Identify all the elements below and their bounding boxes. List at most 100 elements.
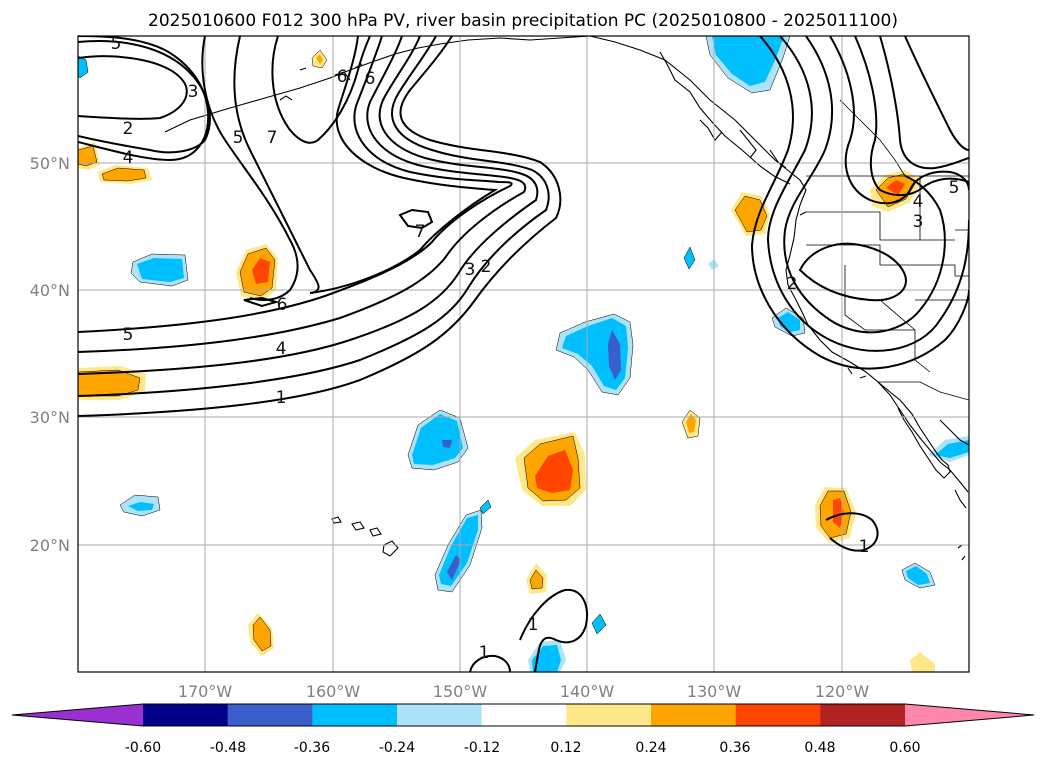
pv-label-17: 1 (479, 643, 490, 663)
precip-core-far-west (128, 502, 154, 511)
pv-contour-2 (78, 36, 550, 397)
pv-contour-east-4 (829, 36, 969, 205)
precip-core-gulf-alaska (712, 36, 784, 86)
precip-inner-west-hawaii (442, 440, 452, 448)
colorbar-bin (397, 704, 483, 726)
x-tick-label: 120°W (815, 682, 870, 701)
pv-contour-1 (78, 36, 562, 417)
pv-contour-4 (78, 36, 527, 353)
x-tick-label: 170°W (178, 682, 233, 701)
precip-core-west-hawaii (412, 414, 463, 465)
coastline-alaska-south (417, 36, 591, 49)
pv-contour-5 (78, 36, 513, 333)
precip-core-far-west-warm-2 (101, 167, 147, 182)
y-axis: 50°N 40°N 30°N 20°N (30, 154, 70, 555)
precip-core-mid-warm (686, 414, 696, 433)
pv-label-1: 3 (188, 82, 199, 102)
x-tick-label: 130°W (687, 682, 742, 701)
x-axis: 170°W 160°W 150°W 140°W 130°W 120°W (178, 682, 870, 701)
pv-contour-far-west-1 (78, 40, 211, 154)
border-states-2 (806, 244, 969, 277)
precip-spot-mid-east-1 (683, 246, 696, 270)
coastline-baja (877, 381, 969, 493)
y-tick-label: 30°N (30, 408, 70, 427)
colorbar-bin (227, 704, 313, 726)
coastline-bc-islands (659, 51, 791, 185)
pv-label-13: 4 (276, 339, 287, 359)
colorbar-outline (11, 703, 1035, 727)
colorbar-tick-label: -0.48 (210, 740, 246, 756)
pv-label-8: 6 (365, 69, 376, 89)
pv-label-20: 5 (949, 178, 960, 198)
pv-contour-south-2 (469, 654, 511, 672)
pv-label-12: 5 (123, 325, 134, 345)
pv-label-14: 1 (276, 388, 287, 408)
pv-contour-small-loop (243, 296, 280, 308)
borders (806, 99, 969, 401)
pv-contour-7-loop (398, 208, 434, 230)
pv-label-3: 4 (123, 148, 134, 168)
coastline-hawaii-1 (382, 540, 399, 557)
precip-core-far-west-warm (78, 145, 98, 167)
precip-core-mexico-coast (935, 440, 969, 458)
precip-spot-bottom-center-east (591, 613, 607, 635)
colorbar-bin (143, 704, 229, 726)
y-tick-label: 50°N (30, 154, 70, 173)
colorbar-bins (12, 704, 1034, 726)
pv-label-18: 4 (913, 192, 924, 212)
pv-label-10: 3 (465, 260, 476, 280)
precip-inner-central-warm (535, 450, 573, 493)
pv-label-5: 7 (267, 128, 278, 148)
colorbar-bin (566, 704, 652, 726)
colorbar-tick-label: -0.60 (125, 740, 161, 756)
pv-label-21: 2 (787, 274, 798, 294)
precip-core-top-warm (316, 54, 323, 64)
colorbar-tick-label: 0.12 (550, 740, 581, 756)
pv-contours (78, 36, 969, 672)
precip-spot-hawaii-north (479, 499, 492, 515)
colorbar-tick-label: 0.24 (635, 740, 666, 756)
colorbar-bin (651, 704, 737, 726)
coastline-us-west (785, 189, 891, 393)
pv-contour-far-west-3 (78, 36, 210, 162)
precip-inner-northwest-warm (252, 258, 270, 284)
pv-contour-south-1 (519, 588, 588, 672)
precip-core-south-warm (252, 616, 272, 652)
pv-label-0: 5 (111, 34, 122, 54)
pv-contour-east-2 (766, 36, 969, 352)
colorbar-ticks: -0.60 -0.48 -0.36 -0.24 -0.12 0.12 0.24 … (125, 740, 921, 756)
colorbar-tick-label: 0.36 (719, 740, 750, 756)
x-tick-label: 160°W (306, 682, 361, 701)
x-tick-label: 140°W (560, 682, 615, 701)
pv-label-16: 1 (528, 615, 539, 635)
colorbar-tick-label: -0.12 (464, 740, 500, 756)
precip-region-top-left-edge (78, 55, 89, 79)
pv-contour-mexico-1 (825, 512, 879, 552)
coastline-hawaii-3 (369, 527, 382, 537)
pv-contour-east-3 (750, 36, 969, 370)
colorbar: -0.60 -0.48 -0.36 -0.24 -0.12 0.12 0.24 … (11, 703, 1035, 756)
pv-contour-east-1 (783, 36, 946, 334)
pv-label-15: 1 (859, 537, 870, 557)
y-tick-label: 20°N (30, 536, 70, 555)
colorbar-bin (12, 704, 143, 726)
border-states-1 (806, 211, 955, 241)
x-tick-label: 150°W (433, 682, 488, 701)
chart-title: 2025010600 F012 300 hPa PV, river basin … (148, 11, 898, 31)
pv-contour-east-5 (854, 36, 969, 196)
y-tick-label: 40°N (30, 281, 70, 300)
colorbar-bin (820, 704, 906, 726)
precip-inner-idaho-warm (886, 180, 905, 195)
pv-label-9: 7 (415, 222, 426, 242)
pv-contour-east-6 (879, 36, 969, 170)
precip-region-bottom-right-warm (910, 652, 935, 672)
coastline-hawaii-2 (351, 521, 365, 531)
precip-core-northwest (137, 258, 184, 282)
pv-label-19: 3 (913, 212, 924, 232)
precip-inner-south-hawaii (447, 555, 461, 580)
colorbar-bin (905, 704, 1034, 726)
pv-contour-labels: 5 3 2 4 5 7 6 6 6 7 3 2 5 4 1 1 1 1 4 3 … (111, 34, 960, 663)
pv-contour-inner-west (271, 36, 371, 144)
precip-inner-central-pacific (608, 330, 621, 380)
